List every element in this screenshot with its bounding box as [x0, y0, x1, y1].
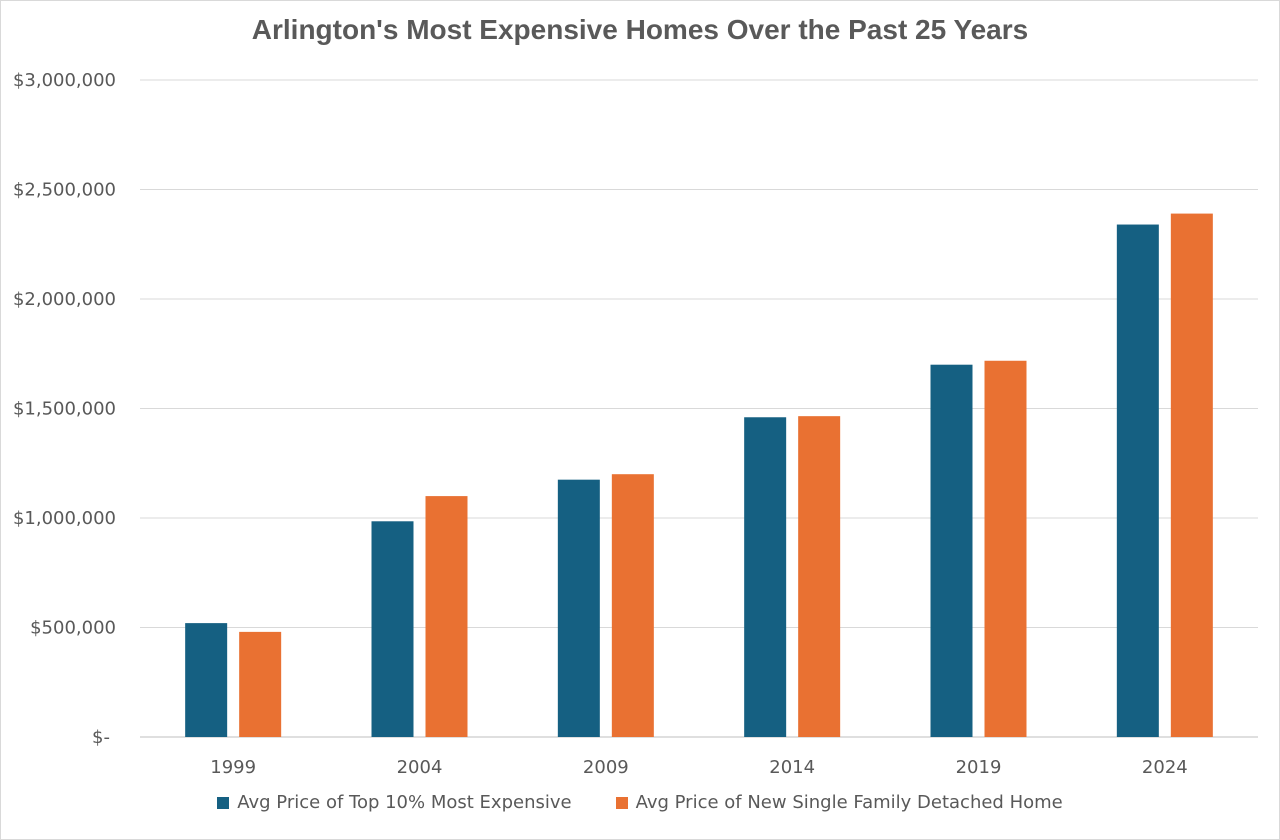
- x-tick-label: 2009: [583, 757, 629, 778]
- x-tick-label: 2024: [1142, 757, 1188, 778]
- y-axis-ticks: $- $500,000 $1,000,000 $1,500,000 $2,000,000…: [13, 70, 116, 748]
- legend-label-new-sfd: Avg Price of New Single Family Detached …: [635, 792, 1063, 813]
- legend-swatch-new-sfd: [615, 796, 628, 809]
- legend-label-top10: Avg Price of Top 10% Most Expensive: [237, 792, 572, 813]
- bar-new-sfd-2004: [425, 496, 468, 737]
- bar-new-sfd-2009: [611, 474, 654, 737]
- y-tick-label: $-: [92, 727, 110, 748]
- bar-top10-2009: [557, 479, 600, 737]
- y-tick-label: $3,000,000: [13, 70, 116, 91]
- bar-top10-2024: [1116, 224, 1159, 738]
- bar-top10-2014: [744, 417, 787, 737]
- legend: Avg Price of Top 10% Most Expensive Avg …: [0, 792, 1280, 813]
- y-tick-label: $500,000: [30, 618, 116, 639]
- y-tick-label: $2,000,000: [13, 289, 116, 310]
- x-axis-ticks: 1999 2004 2009 2014 2019 2024: [210, 757, 1187, 778]
- x-tick-label: 2019: [956, 757, 1002, 778]
- legend-item-top10: Avg Price of Top 10% Most Expensive: [217, 792, 572, 813]
- y-tick-label: $2,500,000: [13, 180, 116, 201]
- x-tick-label: 1999: [210, 757, 256, 778]
- y-tick-label: $1,500,000: [13, 399, 116, 420]
- bar-new-sfd-2024: [1170, 213, 1213, 738]
- legend-item-new-sfd: Avg Price of New Single Family Detached …: [615, 792, 1063, 813]
- gridlines: [140, 79, 1258, 738]
- chart-title: Arlington's Most Expensive Homes Over th…: [251, 14, 1029, 45]
- bar-top10-2004: [371, 521, 414, 737]
- legend-swatch-top10: [217, 796, 230, 809]
- bar-new-sfd-2014: [798, 416, 841, 737]
- y-tick-label: $1,000,000: [13, 508, 116, 529]
- x-tick-label: 2004: [397, 757, 443, 778]
- bar-new-sfd-2019: [984, 360, 1027, 737]
- bar-top10-1999: [185, 623, 228, 737]
- bar-new-sfd-1999: [239, 631, 282, 737]
- bar-top10-2019: [930, 364, 973, 737]
- bars: [185, 213, 1213, 738]
- x-tick-label: 2014: [769, 757, 815, 778]
